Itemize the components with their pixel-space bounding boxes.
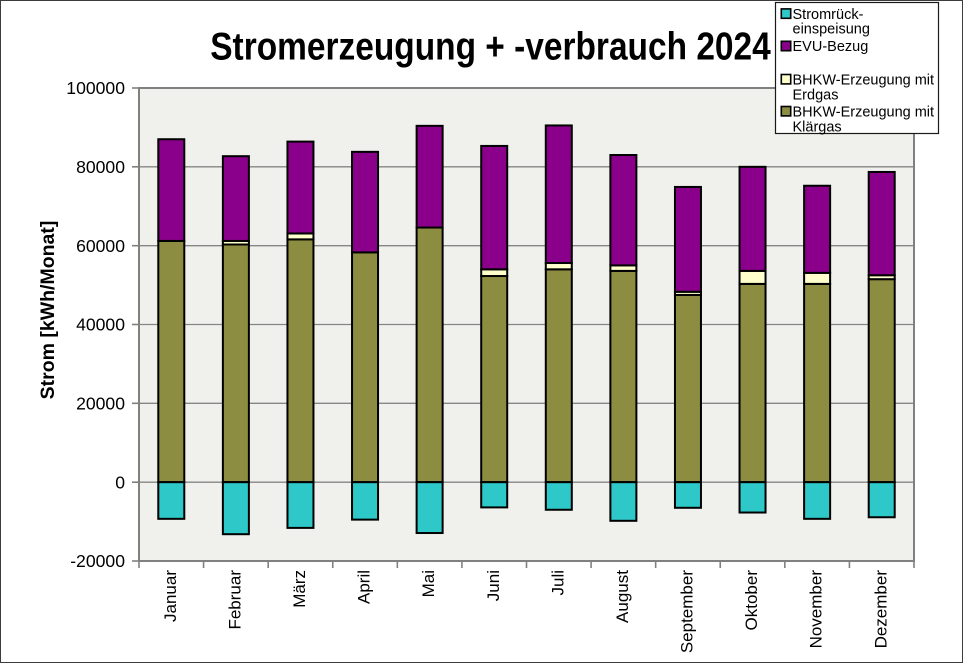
svg-text:September: September [678, 570, 697, 653]
svg-text:BHKW-Erzeugung mit: BHKW-Erzeugung mit [793, 72, 935, 88]
svg-text:0: 0 [115, 472, 125, 492]
svg-text:Erdgas: Erdgas [793, 87, 839, 103]
svg-text:Juni: Juni [484, 570, 503, 601]
svg-text:40000: 40000 [76, 315, 125, 335]
svg-text:Dezember: Dezember [871, 570, 890, 649]
svg-text:April: April [355, 570, 374, 604]
svg-text:März: März [290, 570, 309, 608]
svg-text:Mai: Mai [419, 570, 438, 597]
svg-text:BHKW-Erzeugung mit: BHKW-Erzeugung mit [793, 104, 935, 120]
svg-text:20000: 20000 [76, 394, 125, 414]
svg-text:EVU-Bezug: EVU-Bezug [793, 39, 869, 55]
svg-text:Februar: Februar [225, 570, 244, 630]
svg-text:100000: 100000 [66, 78, 125, 98]
svg-text:-20000: -20000 [70, 551, 125, 571]
svg-text:August: August [613, 570, 632, 623]
svg-text:Januar: Januar [161, 570, 180, 622]
svg-text:Stromerzeugung + -verbrauch 20: Stromerzeugung + -verbrauch 2024 [210, 26, 771, 69]
svg-text:Stromrück-: Stromrück- [793, 7, 864, 23]
svg-text:80000: 80000 [76, 157, 125, 177]
svg-text:60000: 60000 [76, 236, 125, 256]
svg-text:Oktober: Oktober [742, 570, 761, 631]
svg-text:November: November [807, 570, 826, 649]
svg-text:einspeisung: einspeisung [793, 22, 870, 38]
svg-text:Klärgas: Klärgas [793, 120, 842, 136]
svg-text:Juli: Juli [548, 570, 567, 596]
svg-text:Strom [kWh/Monat]: Strom [kWh/Monat] [37, 221, 59, 400]
